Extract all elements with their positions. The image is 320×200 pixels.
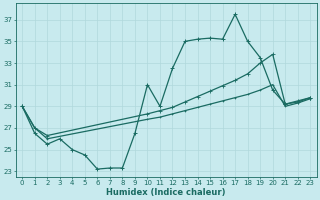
X-axis label: Humidex (Indice chaleur): Humidex (Indice chaleur) — [107, 188, 226, 197]
